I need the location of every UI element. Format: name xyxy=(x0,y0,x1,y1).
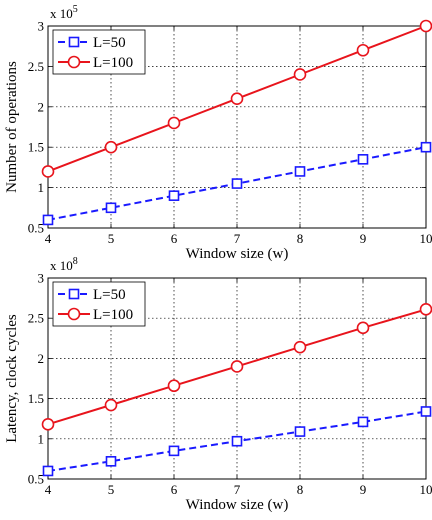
series-L=50 xyxy=(42,141,432,226)
y-multiplier-exponent: 5 xyxy=(73,4,78,15)
series-L=50 xyxy=(42,406,432,477)
x-tick-label: 6 xyxy=(171,482,178,497)
y-tick-label: 1 xyxy=(38,431,45,446)
legend-label: L=50 xyxy=(93,287,126,303)
legend-box xyxy=(52,281,146,327)
legend-marker xyxy=(68,288,80,300)
x-tick-label: 8 xyxy=(297,482,304,497)
ticks: 4 5 6 7 8 9 10 0.5 1 1.5 2 2.5 3 xyxy=(28,271,432,498)
data-point xyxy=(105,456,117,467)
y-tick-label: 3 xyxy=(38,19,45,34)
x-tick-label: 4 xyxy=(45,482,52,497)
x-tick-label: 7 xyxy=(234,231,241,246)
data-point xyxy=(419,303,432,316)
data-point xyxy=(104,398,118,412)
data-point xyxy=(356,321,370,335)
y-tick-label: 3 xyxy=(38,271,45,286)
data-point xyxy=(230,92,244,106)
legend: L=50 L=100 xyxy=(52,281,146,327)
legend-marker xyxy=(67,307,81,321)
data-point xyxy=(41,418,55,431)
legend-marker xyxy=(67,55,81,69)
x-tick-label: 9 xyxy=(360,231,367,246)
x-tick-label: 6 xyxy=(171,231,178,246)
data-point xyxy=(168,190,180,201)
data-point xyxy=(294,426,306,437)
data-point xyxy=(42,465,54,477)
y-tick-label: 2.5 xyxy=(28,59,44,74)
y-multiplier-base: x 10 xyxy=(50,258,73,273)
y-axis-label: Number of operations xyxy=(4,61,20,193)
ticks: 4 5 6 7 8 9 10 0.5 1 1.5 2 2.5 3 xyxy=(28,19,432,247)
data-point xyxy=(293,340,307,354)
data-point xyxy=(419,19,432,33)
x-tick-label: 8 xyxy=(297,231,304,246)
data-point xyxy=(105,202,117,214)
y-multiplier-base: x 10 xyxy=(50,6,73,21)
data-point xyxy=(356,43,370,57)
x-tick-label: 5 xyxy=(108,231,115,246)
x-tick-label: 10 xyxy=(420,231,432,246)
x-tick-label: 5 xyxy=(108,482,115,497)
x-tick-label: 10 xyxy=(420,482,432,497)
y-axis-label: Latency, clock cycles xyxy=(4,314,20,443)
y-tick-label: 1 xyxy=(38,180,45,195)
data-point xyxy=(168,445,180,457)
y-tick-label: 2 xyxy=(38,99,45,114)
y-multiplier: x 105 xyxy=(50,4,78,21)
data-point xyxy=(231,435,243,447)
x-tick-label: 7 xyxy=(234,482,241,497)
legend-label: L=100 xyxy=(93,307,133,323)
legend-label: L=100 xyxy=(93,55,133,71)
data-point xyxy=(357,416,369,428)
data-point xyxy=(167,116,181,130)
data-point xyxy=(420,141,432,153)
data-point xyxy=(104,140,118,154)
y-tick-label: 0.5 xyxy=(28,221,44,236)
data-point xyxy=(293,68,307,81)
data-point xyxy=(230,360,244,373)
data-point xyxy=(357,154,369,165)
legend-label: L=50 xyxy=(93,35,126,51)
y-multiplier: x 108 xyxy=(50,256,78,273)
data-point xyxy=(294,166,306,177)
y-tick-label: 2.5 xyxy=(28,311,44,326)
y-tick-label: 0.5 xyxy=(28,472,44,487)
x-axis-label: Window size (w) xyxy=(186,246,289,262)
legend-box xyxy=(52,29,146,75)
data-point xyxy=(167,379,181,393)
data-point xyxy=(231,178,243,189)
data-point xyxy=(420,406,432,417)
x-tick-label: 9 xyxy=(360,482,367,497)
legend-marker xyxy=(68,36,80,48)
x-axis-label: Window size (w) xyxy=(186,497,289,513)
series-L=100 xyxy=(41,19,432,178)
data-point xyxy=(42,214,54,226)
y-multiplier-exponent: 8 xyxy=(73,256,78,267)
y-tick-label: 1.5 xyxy=(28,391,44,406)
x-tick-label: 4 xyxy=(45,231,52,246)
y-tick-label: 2 xyxy=(38,351,45,366)
legend: L=50 L=100 xyxy=(52,29,146,75)
data-point xyxy=(41,165,55,178)
y-tick-label: 1.5 xyxy=(28,140,44,155)
